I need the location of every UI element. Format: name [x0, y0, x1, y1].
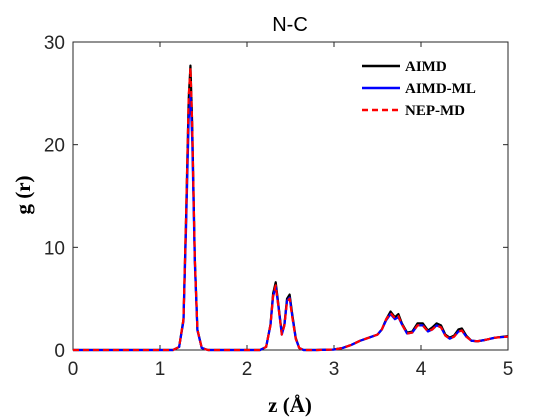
y-axis-ticks: 0 10 20 30	[44, 33, 508, 362]
y-tick-label: 20	[44, 136, 65, 157]
y-axis-label: g (r)	[11, 175, 35, 214]
legend-label: AIMD	[405, 59, 447, 75]
x-tick-label: 4	[416, 359, 427, 380]
y-tick-label: 0	[54, 341, 65, 362]
x-tick-label: 5	[503, 359, 514, 380]
x-tick-label: 0	[68, 359, 79, 380]
x-axis-label: z (Å)	[268, 393, 312, 417]
legend-label: AIMD-ML	[405, 81, 476, 97]
x-axis-ticks: 0 1 2 3 4 5	[68, 42, 514, 380]
chart-legend: AIMD AIMD-ML NEP-MD	[362, 59, 476, 119]
x-tick-label: 2	[242, 359, 253, 380]
x-tick-label: 3	[329, 359, 340, 380]
legend-label: NEP-MD	[405, 103, 465, 119]
series-lines	[73, 64, 509, 352]
y-tick-label: 30	[44, 33, 65, 54]
y-tick-label: 10	[44, 238, 65, 259]
x-tick-label: 1	[155, 359, 166, 380]
series-line-nep-md	[73, 66, 509, 352]
plot-area: 0 1 2 3 4 5 0 10 20 30	[44, 33, 513, 380]
chart-title: N-C	[272, 14, 308, 36]
